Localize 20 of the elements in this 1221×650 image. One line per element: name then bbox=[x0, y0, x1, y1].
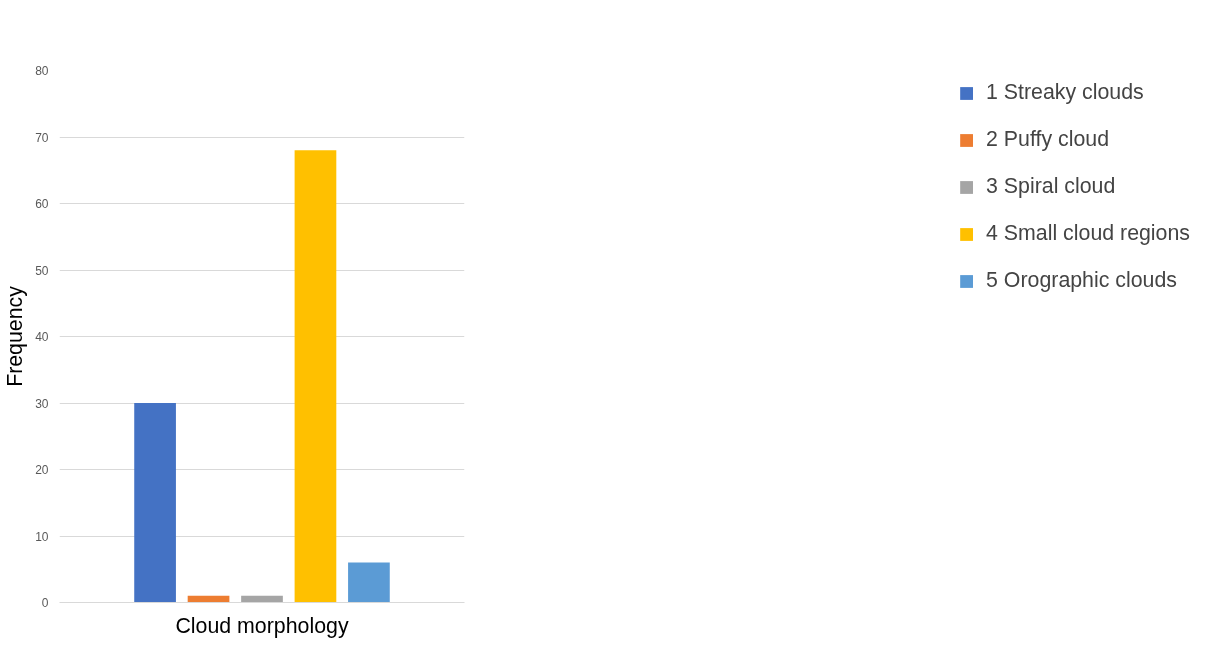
y-tick-label: 30 bbox=[35, 396, 49, 411]
legend-label: 5 Orographic clouds bbox=[986, 268, 1177, 293]
y-tick-label: 70 bbox=[35, 130, 49, 145]
legend-label: 1 Streaky clouds bbox=[986, 80, 1144, 105]
bar bbox=[294, 150, 337, 603]
legend-label: 2 Puffy cloud bbox=[986, 127, 1109, 152]
bar bbox=[134, 403, 176, 603]
x-axis-title: Cloud morphology bbox=[175, 613, 349, 638]
y-tick-label: 80 bbox=[35, 64, 49, 78]
y-tick-label: 0 bbox=[41, 596, 49, 610]
bar bbox=[241, 595, 283, 603]
bar bbox=[348, 562, 390, 603]
y-tick-label: 10 bbox=[35, 529, 49, 544]
y-tick-label: 20 bbox=[35, 463, 49, 477]
y-tick-label: 50 bbox=[35, 263, 49, 278]
legend-label: 4 Small cloud regions bbox=[986, 221, 1190, 246]
y-axis-title: Frequency bbox=[3, 285, 28, 387]
y-tick-label: 60 bbox=[35, 197, 49, 211]
legend-label: 3 Spiral cloud bbox=[986, 174, 1116, 199]
y-tick-label: 40 bbox=[35, 330, 49, 344]
